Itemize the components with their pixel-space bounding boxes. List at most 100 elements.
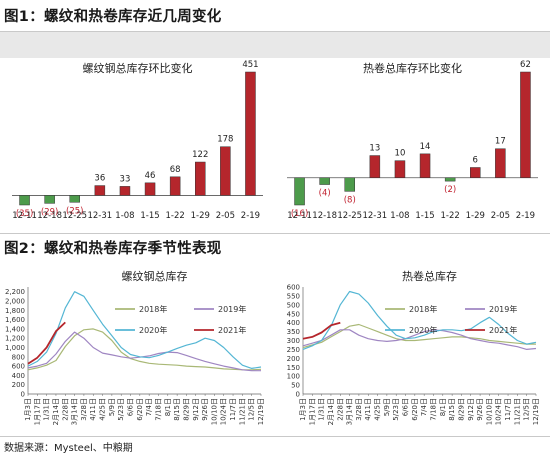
category-label-7: 1-29: [466, 211, 485, 221]
chart-title: 热卷总库存: [402, 269, 457, 283]
x-tick-label-21: 10/24日: [495, 398, 503, 425]
y-tick-label-5: 250: [287, 346, 300, 354]
x-tick-label-24: 12/5日: [523, 398, 531, 421]
x-tick-label-10: 5/23日: [117, 398, 125, 421]
category-label-8: 2-05: [491, 211, 510, 221]
figure2-title: 图2：螺纹和热卷库存季节性表现: [4, 241, 222, 257]
y-tick-label-4: 800: [12, 353, 25, 361]
category-label-5: 1-15: [415, 211, 434, 221]
bar-1: [44, 195, 55, 204]
bar-6: [444, 177, 456, 182]
x-tick-label-22: 11/7日: [504, 398, 512, 421]
x-tick-label-14: 7/18日: [429, 398, 437, 421]
x-tick-label-17: 8/29日: [182, 398, 190, 421]
category-label-4: 1-08: [390, 211, 409, 221]
category-label-1: 12-18: [37, 211, 62, 221]
x-tick-label-12: 6/20日: [136, 398, 144, 421]
y-tick-label-4: 200: [287, 355, 300, 363]
x-tick-label-20: 10/10日: [210, 398, 218, 425]
category-label-2: 12-25: [62, 211, 87, 221]
bar-5: [419, 153, 431, 178]
x-tick-label-10: 5/23日: [392, 398, 400, 421]
x-tick-label-9: 5/9日: [108, 398, 116, 416]
data-label-2: (8): [344, 195, 356, 205]
category-label-6: 1-22: [441, 211, 460, 221]
category-label-9: 2-19: [241, 211, 260, 221]
bar-8: [495, 148, 506, 178]
x-tick-label-19: 9/26日: [476, 398, 484, 421]
legend-label-0: 2018年: [139, 304, 167, 314]
data-label-8: 17: [495, 137, 506, 147]
divider-middle: [0, 233, 550, 234]
x-tick-label-20: 10/10日: [485, 398, 493, 425]
bar-4: [394, 160, 406, 178]
chart-title: 螺纹钢总库存环比变化: [83, 61, 193, 75]
x-tick-label-23: 11/21日: [238, 398, 246, 425]
category-label-6: 1-22: [166, 211, 185, 221]
y-tick-label-5: 1,000: [5, 344, 25, 352]
data-label-7: 6: [473, 155, 478, 165]
x-tick-label-12: 6/20日: [411, 398, 419, 421]
y-tick-label-11: 550: [287, 292, 300, 300]
legend-label-2: 2020年: [409, 325, 437, 335]
x-tick-label-15: 8/1日: [164, 398, 172, 416]
x-tick-label-1: 1月17日: [33, 398, 41, 425]
y-tick-label-7: 1,400: [5, 325, 25, 333]
y-tick-label-3: 600: [12, 363, 25, 371]
data-label-3: 36: [94, 174, 105, 184]
bar-0: [294, 177, 305, 206]
legend-label-2: 2020年: [139, 325, 167, 335]
x-tick-label-8: 4/25日: [374, 398, 382, 421]
y-tick-label-7: 350: [287, 328, 300, 336]
x-tick-label-18: 9/12日: [192, 398, 200, 421]
bar-4: [119, 186, 131, 196]
category-label-4: 1-08: [115, 211, 134, 221]
series-line-2019年: [27, 331, 261, 372]
data-label-8: 178: [217, 135, 233, 145]
category-label-8: 2-05: [216, 211, 235, 221]
y-tick-label-9: 450: [287, 310, 300, 318]
x-tick-label-7: 4/11日: [89, 398, 97, 421]
y-tick-label-1: 50: [291, 382, 300, 390]
x-tick-label-4: 2/28日: [61, 398, 69, 421]
data-label-1: (29): [41, 207, 58, 217]
data-source-note: 数据来源：Mysteel、中粮期: [4, 443, 133, 454]
bar-7: [195, 161, 206, 196]
x-tick-label-3: 2月14日: [327, 398, 335, 425]
legend-label-3: 2021年: [218, 325, 246, 335]
x-tick-label-0: 1月3日: [24, 398, 32, 421]
y-tick-label-6: 300: [287, 337, 300, 345]
legend-label-1: 2019年: [489, 304, 517, 314]
x-tick-label-14: 7/18日: [154, 398, 162, 421]
y-tick-label-11: 2,200: [5, 288, 25, 296]
series-line-2018年: [302, 323, 536, 349]
x-tick-label-21: 10/24日: [220, 398, 228, 425]
y-tick-label-2: 100: [287, 373, 300, 381]
y-tick-label-3: 150: [287, 364, 300, 372]
category-label-2: 12-25: [337, 211, 362, 221]
data-label-4: 33: [120, 174, 131, 184]
bar-9: [520, 71, 531, 178]
x-tick-label-8: 4/25日: [99, 398, 107, 421]
bar-2: [344, 177, 355, 192]
x-tick-label-16: 8/15日: [173, 398, 181, 421]
figure1-title: 图1：螺纹和热卷库存近几周变化: [4, 9, 222, 25]
data-label-6: 68: [170, 165, 181, 175]
data-label-5: 14: [420, 142, 431, 152]
rebar-seasonal-svg: 螺纹钢总库存02004006008001,0001,2001,4001,6001…: [5, 269, 265, 425]
x-tick-label-15: 8/1日: [439, 398, 447, 416]
x-tick-label-0: 1月3日: [299, 398, 307, 421]
y-tick-label-10: 2,000: [5, 297, 25, 305]
x-tick-label-5: 3月14日: [71, 398, 79, 425]
bar-1: [319, 177, 330, 185]
y-tick-label-9: 1,800: [5, 307, 25, 315]
figure1-band: [0, 32, 550, 58]
category-label-7: 1-29: [191, 211, 210, 221]
x-tick-label-16: 8/15日: [448, 398, 456, 421]
data-label-1: (4): [319, 189, 331, 199]
data-label-5: 46: [145, 171, 156, 181]
y-tick-label-10: 500: [287, 301, 300, 309]
category-label-5: 1-15: [140, 211, 159, 221]
x-tick-label-23: 11/21日: [513, 398, 521, 425]
x-tick-label-25: 12/19日: [532, 398, 540, 425]
